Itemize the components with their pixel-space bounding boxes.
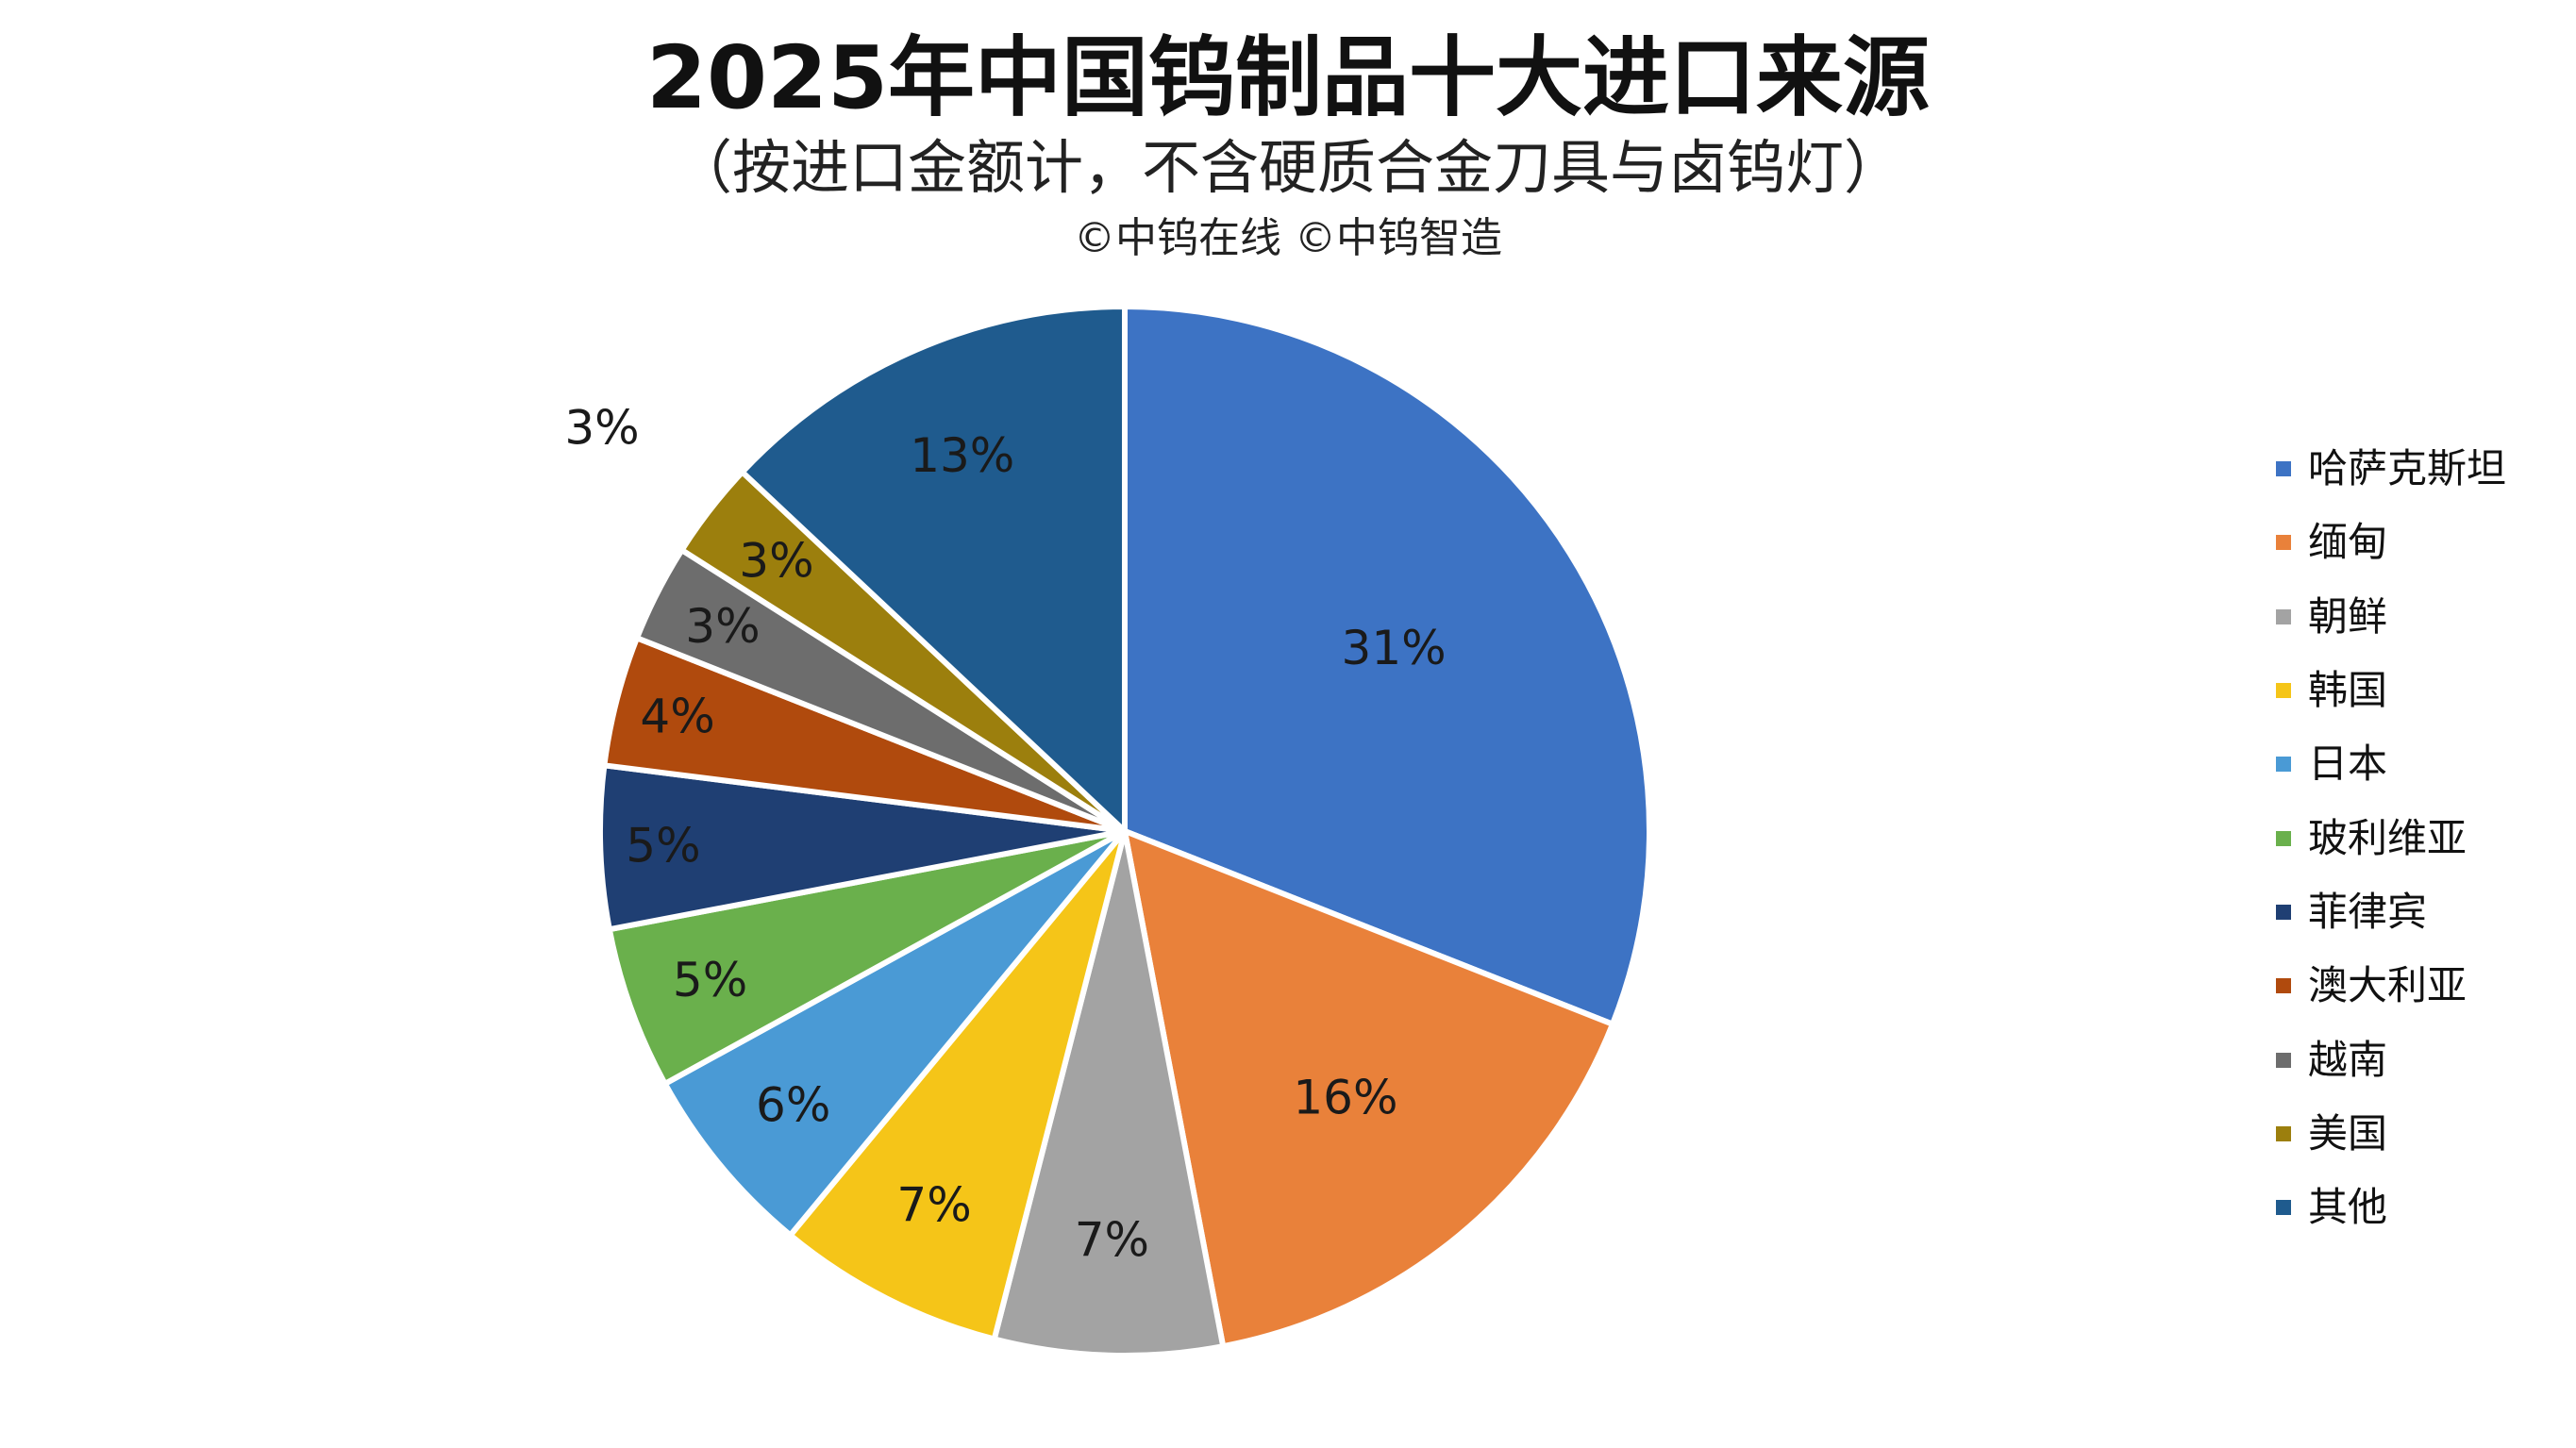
legend-swatch <box>2276 535 2291 551</box>
legend-swatch <box>2276 978 2291 994</box>
legend-item: 美国 <box>2276 1097 2506 1171</box>
legend-item: 玻利维亚 <box>2276 801 2506 874</box>
pie-outside-label: 3% <box>564 400 639 455</box>
legend-swatch <box>2276 830 2291 846</box>
pie-data-label-6: 5% <box>673 953 747 1007</box>
chart-subtitle: （按进口金额计，不含硬质合金刀具与卤钨灯） <box>673 133 1902 202</box>
pie-data-label-3: 7% <box>1075 1212 1149 1267</box>
legend-swatch <box>2276 904 2291 920</box>
legend-item: 越南 <box>2276 1023 2506 1096</box>
chart-credit: ©中钨在线 ©中钨智造 <box>1074 214 1502 262</box>
legend-label: 澳大利亚 <box>2308 962 2467 1009</box>
pie-data-label-9: 3% <box>685 599 760 654</box>
legend-swatch <box>2276 1125 2291 1141</box>
pie-data-label-8: 4% <box>640 689 714 743</box>
pie-data-label-4: 7% <box>896 1177 971 1232</box>
legend-item: 朝鲜 <box>2276 580 2506 654</box>
pie-data-label-10: 3% <box>739 534 813 589</box>
legend-label: 菲律宾 <box>2308 888 2428 935</box>
pie-data-label-7: 5% <box>626 818 700 873</box>
pie-data-label-1: 31% <box>1342 621 1447 675</box>
legend-item: 澳大利亚 <box>2276 949 2506 1023</box>
pie-slice-3 <box>991 828 1227 1358</box>
legend-swatch <box>2276 1200 2291 1216</box>
pie-slice-5 <box>661 828 1128 1239</box>
legend-item: 菲律宾 <box>2276 875 2506 949</box>
legend-label: 越南 <box>2308 1036 2388 1083</box>
legend-swatch <box>2276 461 2291 477</box>
legend-item: 日本 <box>2276 727 2506 801</box>
pie-slice-6 <box>606 828 1128 1087</box>
legend-item: 韩国 <box>2276 654 2506 727</box>
legend-label: 朝鲜 <box>2308 592 2388 640</box>
legend-item: 哈萨克斯坦 <box>2276 432 2506 506</box>
legend-swatch <box>2276 1052 2291 1068</box>
pie-slice-1 <box>1122 304 1652 1027</box>
legend-label: 玻利维亚 <box>2308 814 2467 861</box>
legend-item: 其他 <box>2276 1171 2506 1244</box>
legend-label: 缅甸 <box>2308 519 2388 566</box>
pie-slice-7 <box>597 762 1128 933</box>
legend-label: 韩国 <box>2308 667 2388 714</box>
legend-swatch <box>2276 757 2291 773</box>
legend-label: 美国 <box>2308 1109 2388 1157</box>
pie-data-labels: 31% 16% 7% 7% 6% 5% 5% 4% 3% 3% 3% 13% <box>564 400 1446 1267</box>
pie-slice-11 <box>739 304 1128 834</box>
legend-label: 日本 <box>2308 741 2388 788</box>
pie-slice-4 <box>787 828 1128 1342</box>
pie-slices <box>597 304 1652 1358</box>
legend-label: 其他 <box>2308 1184 2388 1231</box>
chart-legend: 哈萨克斯坦缅甸朝鲜韩国日本玻利维亚菲律宾澳大利亚越南美国其他 <box>2276 432 2506 1244</box>
pie-data-label-5: 6% <box>756 1078 830 1133</box>
chart-title: 2025年中国钨制品十大进口来源 <box>645 27 1931 128</box>
pie-data-label-2: 16% <box>1293 1071 1397 1125</box>
legend-swatch <box>2276 683 2291 699</box>
legend-swatch <box>2276 608 2291 624</box>
legend-label: 哈萨克斯坦 <box>2308 445 2507 492</box>
pie-data-label-11: 13% <box>910 428 1014 483</box>
pie-slice-2 <box>1122 828 1615 1350</box>
legend-item: 缅甸 <box>2276 506 2506 579</box>
